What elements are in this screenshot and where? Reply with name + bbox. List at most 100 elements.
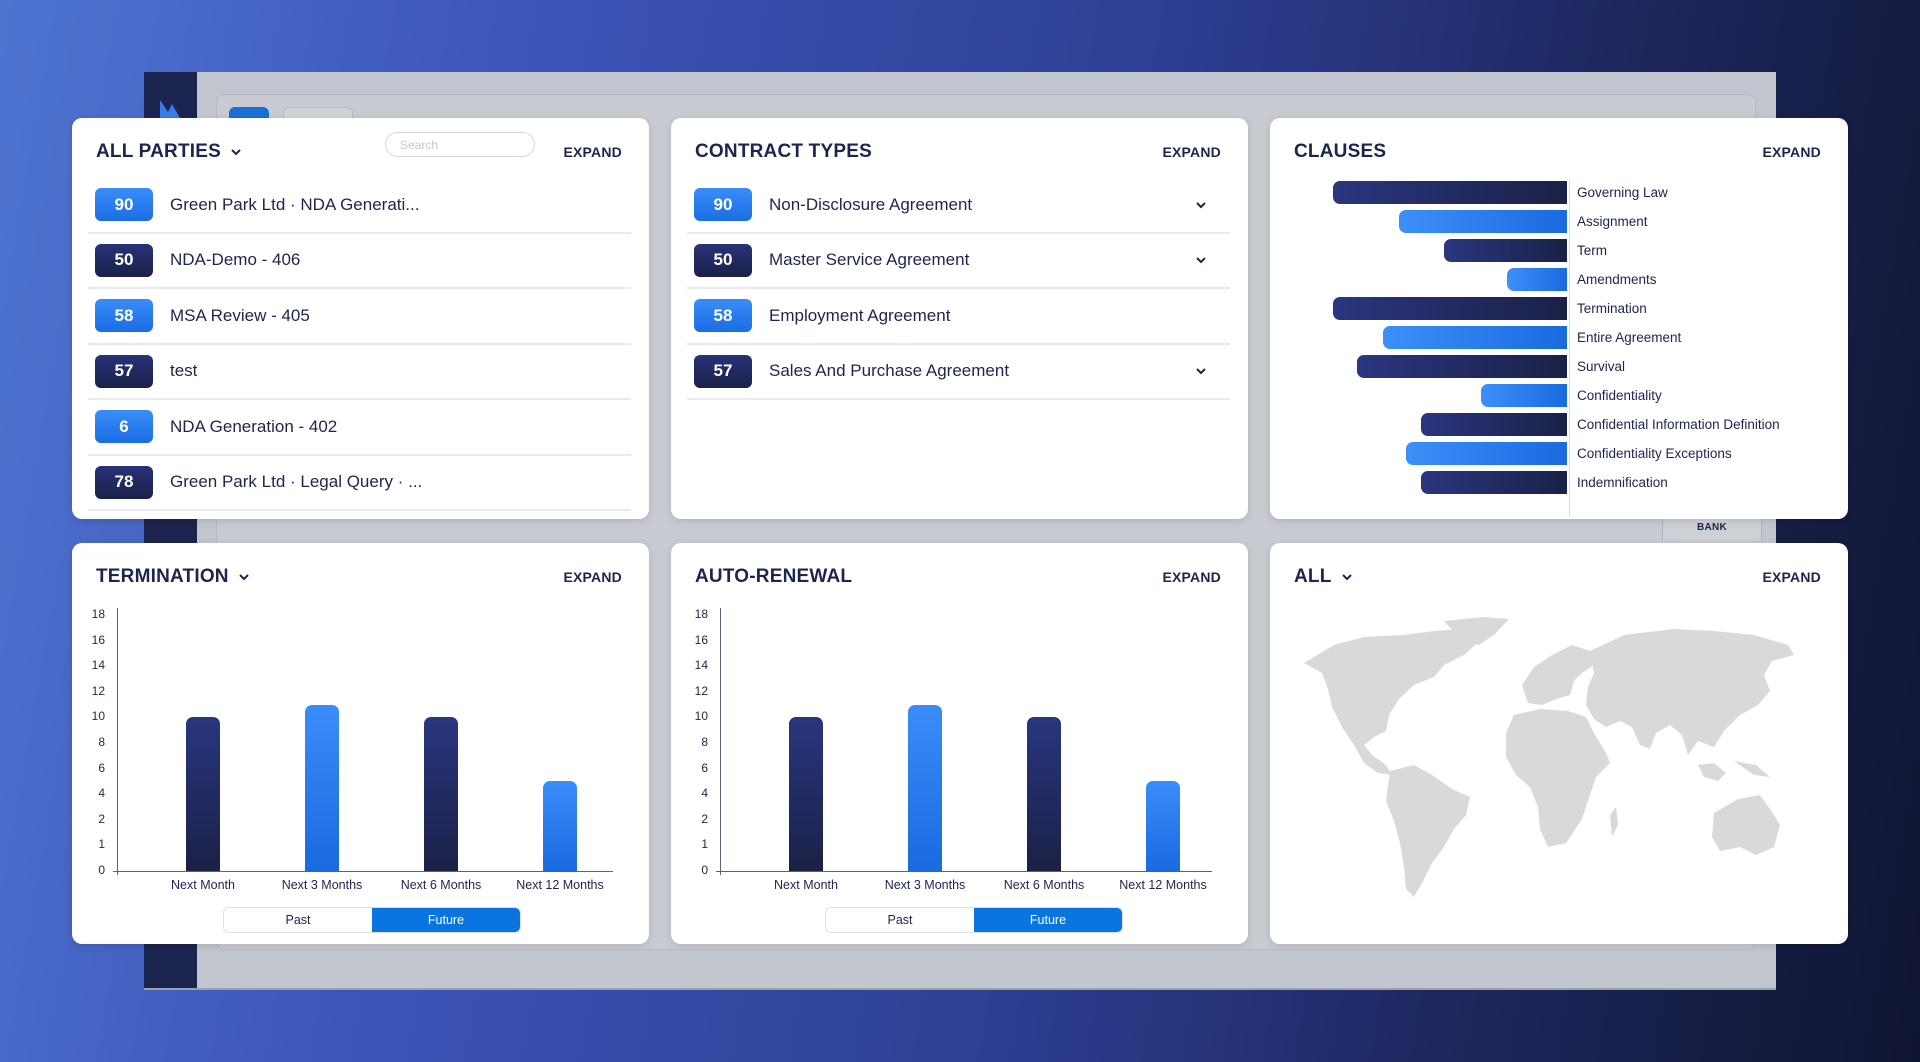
clause-bar[interactable] [1444,239,1567,262]
clause-label: Indemnification [1577,475,1668,490]
toggle-past[interactable]: Past [224,908,372,932]
y-axis [720,608,721,875]
chart-bar[interactable] [1146,781,1180,871]
clause-bar[interactable] [1333,181,1567,204]
world-map-card: ALL EXPAND [1270,543,1848,944]
expand-chevron-icon[interactable] [1194,253,1208,267]
party-label: Green Park Ltd · NDA Generati... [170,194,420,214]
clause-bar[interactable] [1399,210,1567,233]
x-axis [716,871,1212,872]
count-badge: 50 [95,243,153,277]
chart-bar[interactable] [424,717,458,871]
contract-type-list-item[interactable]: 58 Employment Agreement [687,289,1230,345]
party-list-item[interactable]: 58 MSA Review - 405 [88,289,631,345]
count-badge: 58 [95,299,153,333]
y-tick-label: 14 [694,658,708,673]
count-badge: 58 [694,299,752,333]
y-tick-label: 16 [91,632,105,647]
clause-label: Confidentiality [1577,388,1662,403]
card-title: CONTRACT TYPES [695,141,872,163]
expand-chevron-icon[interactable] [1194,364,1208,378]
card-title-text: CONTRACT TYPES [695,141,872,162]
termination-dropdown[interactable]: TERMINATION [96,566,251,588]
search-input[interactable] [385,132,535,157]
card-title-text: AUTO-RENEWAL [695,566,853,587]
toggle-future[interactable]: Future [974,908,1122,932]
card-title: TERMINATION [96,566,229,587]
count-badge: 6 [95,410,153,444]
chart-bar[interactable] [789,717,823,871]
y-tick-label: 10 [694,709,708,724]
past-future-toggle: Past Future [825,907,1123,933]
card-title: AUTO-RENEWAL [695,566,852,588]
party-label: MSA Review - 405 [170,305,310,325]
chevron-down-icon [231,149,241,156]
toggle-past[interactable]: Past [826,908,974,932]
chart-bar[interactable] [543,781,577,871]
x-tick-label: Next 3 Months [884,878,966,892]
clause-bar[interactable] [1357,355,1567,378]
expand-button[interactable]: EXPAND [1762,144,1821,160]
y-tick-label: 4 [701,786,708,801]
clause-bar[interactable] [1406,442,1567,465]
chart-bar[interactable] [305,704,339,871]
clause-label: Survival [1577,359,1626,374]
count-badge: 90 [95,188,153,222]
toggle-future[interactable]: Future [372,908,520,932]
clause-bar[interactable] [1507,268,1567,291]
chart-bar[interactable] [186,717,220,871]
count-badge: 78 [95,465,153,499]
y-tick-label: 0 [98,863,105,877]
card-title: ALL PARTIES [96,141,222,162]
expand-button[interactable]: EXPAND [1162,144,1221,160]
clause-label: Termination [1577,301,1647,316]
contract-type-list-item[interactable]: 50 Master Service Agreement [687,234,1230,289]
clause-bar[interactable] [1481,384,1567,407]
y-tick-label: 12 [694,683,708,698]
expand-button[interactable]: EXPAND [1162,569,1221,585]
card-title: CLAUSES [1294,141,1386,163]
contract-type-list-item[interactable]: 90 Non-Disclosure Agreement [687,178,1230,234]
expand-button[interactable]: EXPAND [563,569,622,585]
x-tick-label: Next 6 Months [1003,878,1085,892]
clause-bar[interactable] [1333,297,1567,320]
world-map[interactable] [1294,615,1824,915]
chart-bar[interactable] [1027,717,1061,871]
party-label: NDA-Demo - 406 [170,250,301,270]
y-tick-label: 2 [701,811,708,826]
clause-bar[interactable] [1421,413,1567,436]
card-title-text: CLAUSES [1294,141,1387,162]
termination-bar-chart: 0 1 2 4 6 8 10 12 14 16 18 Next Month Next 3 Months N… [72,543,649,944]
clause-label: Confidential Information Definition [1577,417,1780,432]
party-list-item[interactable]: 78 Green Park Ltd · Legal Query · ... [88,456,631,511]
contract-type-list-item[interactable]: 57 Sales And Purchase Agreement [687,345,1230,400]
y-tick-label: 4 [98,786,105,801]
y-tick-label: 8 [701,735,708,749]
x-tick-label: Next 6 Months [400,878,482,892]
expand-button[interactable]: EXPAND [563,144,622,160]
chart-axis [1569,180,1570,517]
all-parties-card: ALL PARTIES EXPAND 90 Green Park Ltd · ND… [72,118,649,519]
app-logo-icon [160,100,180,118]
clause-bar[interactable] [1383,326,1567,349]
clause-label: Amendments [1577,272,1657,287]
contract-types-card: CONTRACT TYPES EXPAND 90 Non-Disclosure A… [671,118,1248,519]
y-axis [117,608,118,875]
x-tick-label: Next 12 Months [1119,878,1207,892]
clause-bar[interactable] [1421,471,1567,494]
contract-type-label: Sales And Purchase Agreement [769,361,1010,381]
all-parties-dropdown[interactable]: ALL PARTIES [96,141,243,163]
clauses-card: CLAUSES EXPAND Governing Law Assignment Te… [1270,118,1848,519]
expand-chevron-icon[interactable] [1194,198,1208,212]
party-list-item[interactable]: 57 test [88,345,631,400]
region-dropdown[interactable]: ALL [1294,566,1354,588]
clause-label: Governing Law [1577,185,1668,200]
count-badge: 57 [95,354,153,388]
party-list-item[interactable]: 90 Green Park Ltd · NDA Generati... [88,178,631,234]
expand-button[interactable]: EXPAND [1762,569,1821,585]
party-list-item[interactable]: 50 NDA-Demo - 406 [88,234,631,289]
party-list-item[interactable]: 6 NDA Generation - 402 [88,400,631,456]
auto-renewal-card: AUTO-RENEWAL EXPAND 0 1 2 4 6 8 10 12 14 16 18 Next… [671,543,1248,944]
party-label: NDA Generation - 402 [170,416,338,436]
chart-bar[interactable] [908,704,942,871]
